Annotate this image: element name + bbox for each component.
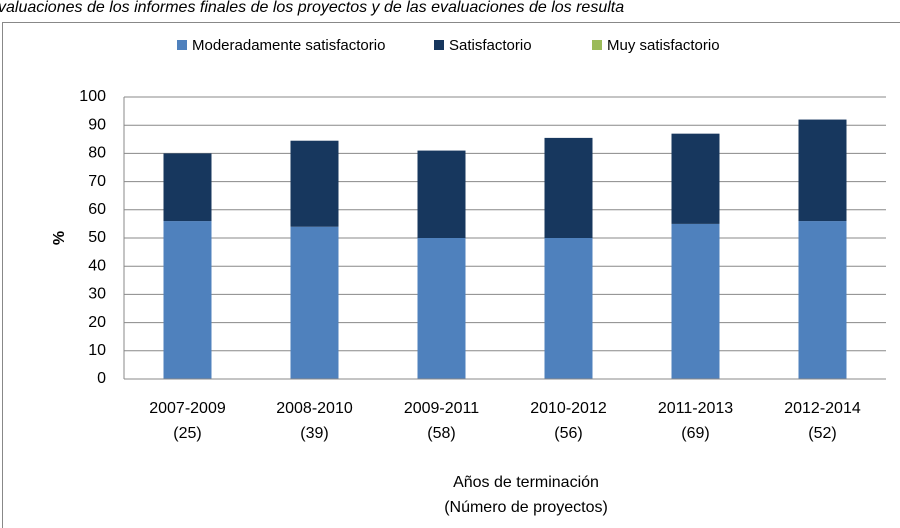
bar-segment xyxy=(417,238,466,379)
x-tick-label: 2012-2014 xyxy=(784,400,861,417)
x-tick-count: (69) xyxy=(681,425,709,442)
y-tick-label: 20 xyxy=(88,314,106,331)
bar-segment xyxy=(163,153,212,222)
x-tick-count: (58) xyxy=(427,425,455,442)
legend-text: Moderadamente satisfactorio xyxy=(192,37,385,54)
y-tick-label: 100 xyxy=(79,88,106,105)
legend-swatch xyxy=(177,40,187,50)
y-tick-label: 50 xyxy=(88,229,106,246)
legend-swatch xyxy=(434,40,444,50)
x-tick-count: (25) xyxy=(173,425,201,442)
bar-segment xyxy=(290,140,339,227)
y-tick-label: 90 xyxy=(88,116,106,133)
x-axis-label: (Número de proyectos) xyxy=(444,499,608,516)
y-tick-label: 40 xyxy=(88,257,106,274)
bar-segment xyxy=(671,133,720,224)
x-tick-label: 2011-2013 xyxy=(658,400,733,417)
x-tick-label: 2009-2011 xyxy=(404,400,479,417)
bar-segment xyxy=(544,238,593,379)
x-axis-label: Años de terminación xyxy=(453,474,599,491)
y-tick-label: 30 xyxy=(88,286,106,303)
bar-segment xyxy=(290,226,339,379)
x-tick-count: (39) xyxy=(300,425,328,442)
y-tick-label: 10 xyxy=(88,342,106,359)
chart-title: valuaciones de los informes finales de l… xyxy=(0,0,624,16)
y-tick-label: 80 xyxy=(88,145,106,162)
bar-segment xyxy=(798,221,847,379)
x-tick-label: 2010-2012 xyxy=(530,400,607,417)
legend-swatch xyxy=(592,40,602,50)
x-tick-label: 2007-2009 xyxy=(149,400,226,417)
x-tick-count: (52) xyxy=(808,425,836,442)
bar-segment xyxy=(671,223,720,379)
bar-segment xyxy=(544,137,593,238)
legend-text: Satisfactorio xyxy=(449,37,532,54)
bar-segment xyxy=(163,221,212,379)
x-tick-label: 2008-2010 xyxy=(276,400,353,417)
y-tick-label: 0 xyxy=(97,370,106,387)
y-tick-label: 70 xyxy=(88,173,106,190)
legend-text: Muy satisfactorio xyxy=(607,37,720,54)
chart-border xyxy=(2,22,900,528)
bar-segment xyxy=(417,150,466,238)
y-tick-label: 60 xyxy=(88,201,106,218)
bar-segment xyxy=(798,119,847,222)
y-axis-label: % xyxy=(51,231,68,245)
x-tick-count: (56) xyxy=(554,425,582,442)
